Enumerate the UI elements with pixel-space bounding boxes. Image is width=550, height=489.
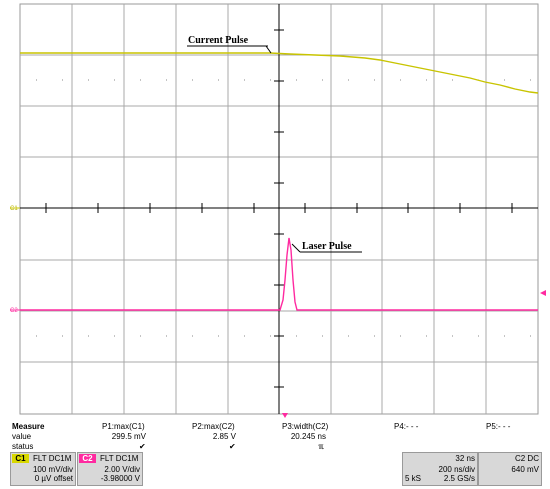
p3-value: 20.245 ns <box>290 432 326 441</box>
p3-name[interactable]: P3:width(C2) <box>282 422 329 431</box>
ch2-scale: 2.00 V/div <box>104 465 140 474</box>
ch1-scale: 100 mV/div <box>32 465 73 474</box>
axis-ticks <box>45 29 513 388</box>
measure-value-row: value 299.5 mV 2.85 V 20.245 ns <box>0 432 550 442</box>
trigger-descriptor[interactable]: C2 DC 640 mV <box>478 452 542 486</box>
p2-value: 2.85 V <box>212 432 236 441</box>
ch1-descriptor[interactable]: C1 FLT DC1M 100 mV/div 0 µV offset <box>10 452 76 486</box>
ch2-offset: -3.98000 V <box>100 474 140 483</box>
ch2-tag: C2 <box>79 454 96 463</box>
current-pulse-label: Current Pulse <box>188 35 249 46</box>
trigger-level-icon[interactable] <box>540 290 546 296</box>
ch2-offset-marker[interactable]: C2 <box>10 308 18 314</box>
scope-grid: Current Pulse Laser Pulse C1 C2 <box>10 3 546 418</box>
ch2-trace <box>20 237 538 311</box>
timebase-time-per-div: 200 ns/div <box>438 465 475 474</box>
p3-status-icon: ℼ <box>318 442 324 451</box>
trigger-level: 640 mV <box>511 465 539 474</box>
laser-pulse-leader <box>291 243 301 253</box>
ch1-offset: 0 µV offset <box>34 474 73 483</box>
measure-header-row: Measure P1:max(C1) P2:max(C2) P3:width(C… <box>0 422 550 432</box>
timebase-delay: 32 ns <box>455 454 475 463</box>
ch1-trace <box>20 52 539 94</box>
trigger-label: C2 DC <box>514 454 539 463</box>
status-label: status <box>12 442 34 451</box>
scope-display: Current Pulse Laser Pulse C1 C2 <box>10 3 546 418</box>
p1-name[interactable]: P1:max(C1) <box>102 422 145 431</box>
ch1-coupling: FLT DC1M <box>33 454 72 463</box>
measure-panel: Measure P1:max(C1) P2:max(C2) P3:width(C… <box>0 420 550 454</box>
measure-header-label[interactable]: Measure <box>12 422 45 431</box>
timebase-sample-rate: 2.5 GS/s <box>443 474 475 483</box>
current-pulse-leader <box>265 45 272 54</box>
p4-name[interactable]: P4:- - - <box>394 422 419 431</box>
ch2-coupling: FLT DC1M <box>100 454 139 463</box>
ch2-descriptor[interactable]: C2 FLT DC1M 2.00 V/div -3.98000 V <box>77 452 143 486</box>
p1-status-icon: ✔ <box>139 442 146 451</box>
ch1-tag: C1 <box>12 454 29 463</box>
p1-value: 299.5 mV <box>111 432 146 441</box>
p2-name[interactable]: P2:max(C2) <box>192 422 235 431</box>
channel-info-bar: C1 FLT DC1M 100 mV/div 0 µV offset C2 FL… <box>0 452 550 489</box>
measure-status-row: status ✔ ✔ ℼ <box>0 442 550 452</box>
timebase-descriptor[interactable]: 32 ns 200 ns/div 5 kS 2.5 GS/s <box>402 452 478 486</box>
value-label: value <box>12 432 32 441</box>
center-axes <box>20 4 538 414</box>
trigger-position-icon[interactable] <box>282 413 288 418</box>
grid-vertical <box>71 4 487 414</box>
laser-pulse-label: Laser Pulse <box>302 241 352 252</box>
p2-status-icon: ✔ <box>229 442 236 451</box>
timebase-samples: 5 kS <box>405 474 422 483</box>
p5-name[interactable]: P5:- - - <box>486 422 511 431</box>
ch1-offset-marker[interactable]: C1 <box>10 206 18 212</box>
